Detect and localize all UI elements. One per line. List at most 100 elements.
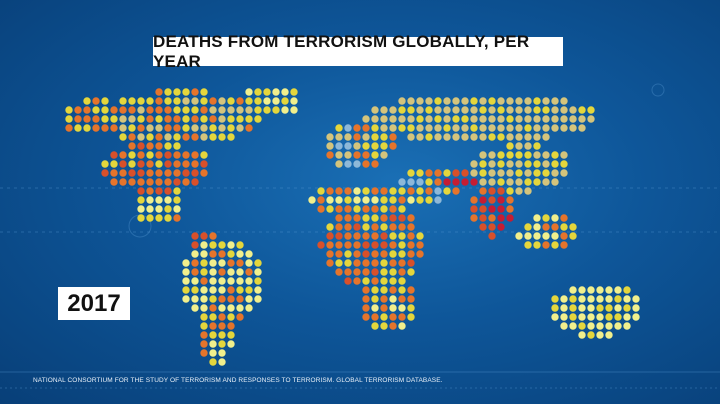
country-dot [488, 151, 496, 159]
country-dot [524, 124, 532, 132]
country-dot [434, 115, 442, 123]
country-dot [101, 97, 109, 105]
country-dot [182, 259, 190, 267]
country-dot [245, 250, 253, 258]
country-dot [497, 106, 505, 114]
country-dot [164, 160, 172, 168]
country-dot [236, 277, 244, 285]
country-dot [353, 160, 361, 168]
country-dot [380, 124, 388, 132]
country-dot [371, 205, 379, 213]
country-dot [560, 151, 568, 159]
country-dot [137, 142, 145, 150]
source-note: NATIONAL CONSORTIUM FOR THE STUDY OF TER… [33, 377, 443, 384]
country-dot [155, 97, 163, 105]
country-dot [227, 250, 235, 258]
country-dot [380, 304, 388, 312]
country-dot [587, 304, 595, 312]
country-dot [155, 196, 163, 204]
country-dot [281, 88, 289, 96]
country-dot [155, 160, 163, 168]
country-dot [569, 124, 577, 132]
country-dot [632, 313, 640, 321]
country-dot [380, 142, 388, 150]
country-dot [128, 124, 136, 132]
country-dot [326, 151, 334, 159]
country-dot [398, 115, 406, 123]
country-dot [110, 124, 118, 132]
country-dot [137, 160, 145, 168]
country-dot [488, 97, 496, 105]
country-dot [569, 232, 577, 240]
country-dot [200, 331, 208, 339]
country-dot [479, 205, 487, 213]
country-dot [326, 250, 334, 258]
country-dot [407, 124, 415, 132]
country-dot [443, 124, 451, 132]
country-dot [335, 268, 343, 276]
country-dot [416, 133, 424, 141]
country-dot [416, 169, 424, 177]
country-dot [119, 169, 127, 177]
country-dot [398, 268, 406, 276]
country-dot [470, 115, 478, 123]
country-dot [506, 97, 514, 105]
country-dot [479, 151, 487, 159]
country-dot [191, 232, 199, 240]
country-dot [569, 295, 577, 303]
country-dot [524, 187, 532, 195]
country-dot [371, 223, 379, 231]
country-dot [182, 151, 190, 159]
country-dot [542, 160, 550, 168]
country-dot [200, 169, 208, 177]
country-dot [137, 97, 145, 105]
country-dot [155, 142, 163, 150]
country-dot [110, 160, 118, 168]
country-dot [191, 88, 199, 96]
country-dot [524, 97, 532, 105]
country-dot [173, 160, 181, 168]
country-dot [560, 232, 568, 240]
country-dot [578, 286, 586, 294]
country-dot [182, 124, 190, 132]
country-dot [335, 214, 343, 222]
country-dot [398, 223, 406, 231]
country-dot [236, 313, 244, 321]
country-dot [551, 169, 559, 177]
country-dot [524, 178, 532, 186]
country-dot [551, 124, 559, 132]
title: DEATHS FROM TERRORISM GLOBALLY, PER YEAR [153, 31, 530, 71]
country-dot [200, 250, 208, 258]
country-dot [524, 232, 532, 240]
country-dot [326, 196, 334, 204]
country-dot [569, 106, 577, 114]
country-dot [137, 169, 145, 177]
country-dot [560, 223, 568, 231]
country-dot [371, 232, 379, 240]
country-dot [398, 232, 406, 240]
country-dot [506, 214, 514, 222]
country-dot [326, 223, 334, 231]
country-dot [524, 133, 532, 141]
country-dot [605, 286, 613, 294]
country-dot [560, 313, 568, 321]
country-dot [380, 232, 388, 240]
country-dot [587, 331, 595, 339]
country-dot [389, 313, 397, 321]
country-dot [614, 286, 622, 294]
country-dot [101, 115, 109, 123]
country-dot [137, 124, 145, 132]
country-dot [479, 178, 487, 186]
country-dot [92, 115, 100, 123]
country-dot [596, 313, 604, 321]
country-dot [317, 196, 325, 204]
country-dot [416, 241, 424, 249]
country-dot [200, 340, 208, 348]
country-dot [353, 277, 361, 285]
country-dot [425, 97, 433, 105]
country-dot [245, 286, 253, 294]
country-dot [488, 232, 496, 240]
country-dot [191, 169, 199, 177]
country-dot [479, 124, 487, 132]
